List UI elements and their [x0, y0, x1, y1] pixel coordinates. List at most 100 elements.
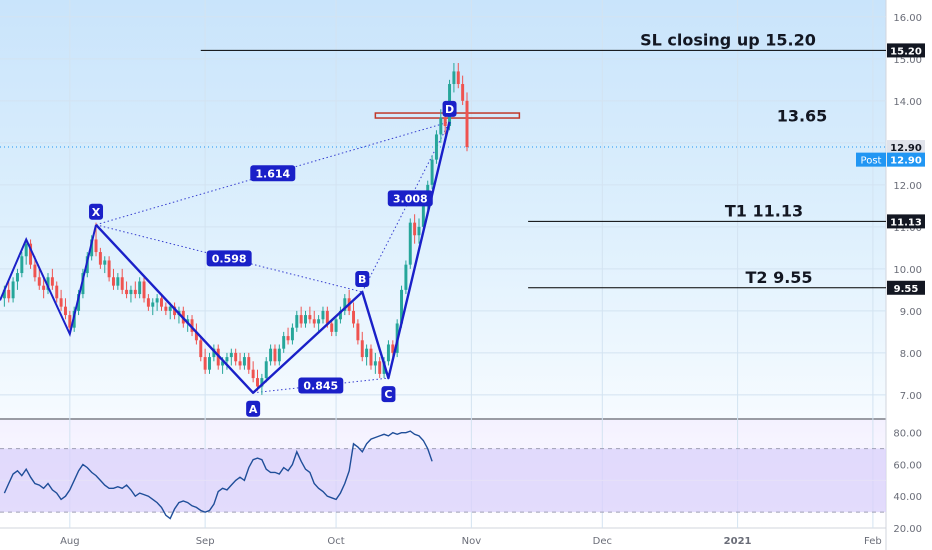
- candle[interactable]: [282, 331, 286, 353]
- candle[interactable]: [360, 331, 364, 362]
- candle[interactable]: [356, 319, 360, 345]
- candle[interactable]: [190, 315, 194, 337]
- candle[interactable]: [238, 352, 242, 370]
- candle[interactable]: [212, 344, 216, 362]
- candle[interactable]: [146, 294, 150, 311]
- candle[interactable]: [63, 298, 67, 320]
- candle[interactable]: [365, 344, 369, 366]
- candle[interactable]: [251, 361, 255, 383]
- candle[interactable]: [369, 344, 373, 370]
- candle[interactable]: [417, 218, 421, 244]
- candle[interactable]: [373, 352, 377, 374]
- zigzag-left[interactable]: [0, 224, 97, 338]
- candle[interactable]: [304, 310, 308, 328]
- candle[interactable]: [465, 92, 469, 152]
- candle[interactable]: [120, 268, 124, 295]
- candle[interactable]: [269, 344, 273, 366]
- candle[interactable]: [434, 130, 438, 164]
- candle[interactable]: [142, 277, 146, 303]
- time-axis[interactable]: Aug Sep Oct Nov Dec 2021 Feb: [60, 536, 882, 547]
- rsi-line[interactable]: [3, 430, 433, 520]
- candle[interactable]: [116, 273, 120, 290]
- candle[interactable]: [242, 352, 246, 370]
- price-axis[interactable]: 7.008.009.0010.0011.0012.0013.0014.0015.…: [856, 13, 925, 402]
- candle[interactable]: [68, 310, 72, 332]
- candle[interactable]: [413, 214, 417, 244]
- pattern-point-D[interactable]: D: [442, 100, 457, 117]
- candle[interactable]: [98, 247, 102, 269]
- candle[interactable]: [277, 344, 281, 366]
- candle[interactable]: [378, 357, 382, 379]
- pattern-point-B[interactable]: B: [355, 270, 370, 287]
- candle[interactable]: [343, 294, 347, 316]
- candle[interactable]: [11, 277, 15, 303]
- candle[interactable]: [404, 260, 408, 295]
- candle[interactable]: [133, 281, 137, 299]
- candle[interactable]: [229, 348, 233, 366]
- candlestick-series[interactable]: [2, 63, 469, 395]
- candle[interactable]: [312, 310, 316, 328]
- candle[interactable]: [208, 352, 211, 374]
- candle[interactable]: [199, 336, 203, 362]
- candle[interactable]: [29, 239, 33, 269]
- candle[interactable]: [42, 277, 46, 299]
- candle[interactable]: [330, 319, 334, 337]
- xabcd-pattern-line[interactable]: [95, 121, 451, 394]
- candle[interactable]: [290, 323, 294, 345]
- candle[interactable]: [151, 298, 155, 316]
- candle[interactable]: [37, 268, 41, 290]
- harmonic-pattern[interactable]: [0, 121, 451, 394]
- candle[interactable]: [203, 348, 207, 374]
- candle[interactable]: [421, 201, 425, 232]
- candle[interactable]: [50, 268, 54, 290]
- candle[interactable]: [295, 310, 299, 332]
- candle[interactable]: [155, 294, 159, 311]
- candle[interactable]: [164, 302, 168, 316]
- candle[interactable]: [247, 352, 251, 374]
- candle[interactable]: [352, 302, 356, 328]
- candle[interactable]: [317, 315, 321, 332]
- candle[interactable]: [125, 281, 129, 299]
- price-highlight-label[interactable]: 11.13: [887, 214, 925, 229]
- candle[interactable]: [46, 273, 50, 295]
- pattern-point-X[interactable]: X: [89, 203, 104, 220]
- candle[interactable]: [386, 340, 390, 366]
- candle[interactable]: [321, 306, 325, 324]
- candle[interactable]: [273, 344, 277, 366]
- rsi-indicator[interactable]: [0, 430, 886, 520]
- price-highlight-label[interactable]: 12.90: [887, 140, 925, 155]
- rsi-axis[interactable]: 20.00 40.00 60.00 80.00: [893, 429, 922, 535]
- candle[interactable]: [160, 294, 163, 311]
- candle[interactable]: [461, 75, 465, 106]
- candle[interactable]: [338, 306, 342, 324]
- candle[interactable]: [408, 218, 412, 269]
- candle[interactable]: [299, 306, 303, 328]
- candle[interactable]: [225, 352, 229, 370]
- candle[interactable]: [111, 268, 115, 290]
- candle[interactable]: [129, 285, 133, 303]
- candle[interactable]: [430, 155, 434, 190]
- price-highlight-label[interactable]: 15.20: [887, 43, 925, 58]
- candle[interactable]: [439, 109, 443, 143]
- candle[interactable]: [456, 63, 460, 89]
- candle[interactable]: [7, 281, 11, 303]
- candle[interactable]: [391, 340, 395, 358]
- candle[interactable]: [24, 239, 28, 265]
- candle[interactable]: [20, 252, 24, 278]
- candle[interactable]: [55, 281, 59, 303]
- candle[interactable]: [234, 348, 238, 366]
- pattern-point-C[interactable]: C: [381, 386, 396, 403]
- candle[interactable]: [107, 256, 111, 282]
- candle[interactable]: [59, 289, 63, 311]
- candle[interactable]: [286, 327, 290, 345]
- candle[interactable]: [15, 268, 19, 290]
- candle[interactable]: [173, 302, 177, 320]
- candle[interactable]: [452, 63, 456, 93]
- post-market-badge[interactable]: Post 12.90: [856, 152, 925, 167]
- candle[interactable]: [194, 323, 198, 345]
- candle[interactable]: [103, 256, 107, 274]
- price-highlight-label[interactable]: 9.55: [887, 280, 925, 295]
- candle[interactable]: [264, 357, 268, 383]
- pattern-point-A[interactable]: A: [246, 400, 261, 417]
